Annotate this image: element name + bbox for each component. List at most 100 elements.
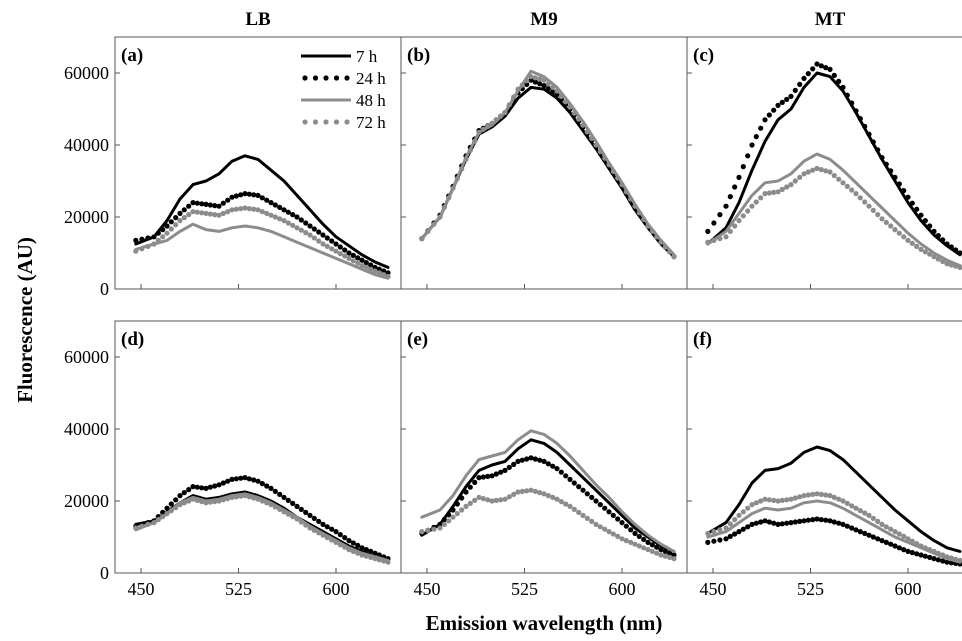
- data-point: [372, 268, 378, 274]
- data-point: [736, 529, 742, 535]
- data-point: [589, 494, 595, 500]
- data-point: [645, 547, 651, 553]
- data-point: [827, 493, 833, 499]
- x-tick-label: 525: [797, 579, 824, 599]
- y-tick-label: 0: [100, 563, 109, 583]
- data-point: [277, 506, 283, 512]
- data-point: [368, 554, 374, 561]
- data-point: [528, 74, 534, 80]
- data-point: [948, 555, 954, 561]
- data-point: [346, 538, 352, 544]
- data-point: [264, 197, 270, 203]
- data-point: [268, 200, 274, 206]
- data-point: [290, 222, 296, 228]
- data-point: [524, 456, 530, 462]
- data-point: [446, 195, 452, 201]
- data-point: [454, 176, 460, 182]
- data-point: [732, 531, 738, 537]
- data-point: [233, 476, 239, 482]
- data-point: [862, 123, 868, 129]
- data-point: [711, 220, 717, 226]
- data-point: [667, 249, 673, 255]
- data-point: [216, 203, 222, 209]
- data-point: [818, 63, 824, 69]
- data-point: [849, 187, 855, 193]
- column-title-mt: MT: [815, 9, 846, 30]
- data-point: [139, 236, 145, 242]
- data-point: [944, 261, 950, 267]
- panels-group: (a) 0 20000 40000 60000 7 h 24 h 48 h 72 h (b) (c)…: [64, 36, 962, 599]
- data-point: [597, 524, 603, 530]
- data-point: [922, 249, 928, 255]
- data-point: [485, 497, 491, 503]
- data-point: [480, 496, 486, 502]
- data-point: [558, 469, 564, 475]
- data-point: [199, 210, 205, 216]
- data-point: [294, 225, 300, 231]
- data-point: [931, 254, 937, 260]
- panel-c-series-48h-line: [706, 152, 962, 268]
- panel-e-series-24h-dots: [419, 455, 677, 558]
- data-point: [437, 521, 443, 528]
- data-point: [602, 505, 608, 511]
- panel-d-label: (d): [121, 329, 144, 350]
- data-point: [589, 518, 595, 525]
- data-point: [862, 199, 868, 205]
- data-point: [519, 82, 525, 88]
- data-point: [151, 234, 157, 240]
- data-point: [779, 497, 785, 503]
- data-point: [294, 214, 300, 220]
- data-point: [225, 496, 231, 502]
- data-point: [160, 509, 166, 515]
- data-point: [194, 497, 200, 503]
- data-point: [476, 494, 482, 500]
- legend-swatch-dot: [344, 75, 350, 81]
- data-point: [853, 527, 859, 533]
- data-point: [623, 189, 629, 195]
- data-point: [537, 76, 543, 82]
- data-point: [805, 492, 811, 498]
- data-point: [177, 210, 183, 216]
- data-point: [727, 521, 733, 527]
- data-point: [376, 266, 382, 272]
- data-point: [431, 221, 437, 227]
- data-point: [446, 512, 452, 518]
- data-point: [758, 498, 764, 504]
- data-point: [667, 554, 673, 561]
- data-point: [229, 494, 235, 500]
- data-point: [862, 530, 868, 537]
- data-point: [831, 494, 837, 500]
- data-point: [671, 556, 677, 562]
- data-point: [723, 234, 729, 240]
- panel-d-series-24h-dots: [133, 475, 391, 562]
- data-point: [628, 527, 634, 533]
- data-point: [298, 227, 304, 233]
- data-point: [775, 102, 781, 108]
- y-tick-label: 60000: [64, 63, 109, 83]
- data-point: [818, 491, 824, 497]
- data-point: [519, 488, 525, 494]
- data-point: [355, 260, 361, 266]
- panel-f: (f) 450 525 600: [686, 320, 962, 599]
- data-point: [298, 519, 304, 525]
- data-point: [186, 498, 192, 504]
- data-point: [779, 521, 785, 527]
- data-point: [766, 190, 772, 196]
- data-point: [316, 229, 322, 235]
- data-point: [711, 237, 717, 243]
- data-point: [849, 525, 855, 531]
- data-point: [194, 200, 200, 206]
- data-point: [940, 552, 946, 558]
- data-point: [914, 243, 920, 249]
- data-point: [493, 117, 499, 123]
- data-point: [918, 552, 924, 558]
- data-point: [164, 223, 170, 229]
- data-point: [160, 514, 166, 520]
- data-point: [888, 526, 894, 532]
- data-point: [927, 251, 933, 257]
- data-point: [173, 505, 179, 511]
- data-point: [667, 550, 673, 556]
- data-point: [918, 212, 924, 218]
- data-point: [463, 489, 469, 495]
- data-point: [619, 182, 625, 188]
